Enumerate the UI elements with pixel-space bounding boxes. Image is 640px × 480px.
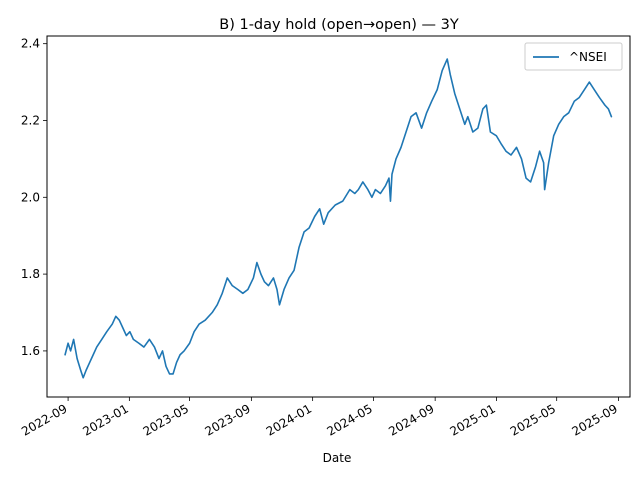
plot-frame: [46, 35, 631, 398]
x-axis-label: Date: [323, 451, 352, 465]
y-axis: 1.6 1.8 2.0 2.2 2.4: [21, 37, 47, 358]
legend-box: [524, 42, 623, 71]
y-tick-label-0: 1.6: [21, 344, 40, 358]
y-tick-label-1: 1.8: [21, 267, 40, 281]
legend: ^NSEI: [524, 42, 623, 71]
chart-title: B) 1-day hold (open→open) — 3Y: [219, 17, 459, 33]
legend-label: ^NSEI: [569, 50, 607, 64]
series-line-0: [64, 58, 613, 379]
y-tick-label-3: 2.2: [21, 113, 40, 127]
y-tick-label-4: 2.4: [21, 37, 40, 51]
series-layer: [64, 58, 613, 379]
y-tick-label-2: 2.0: [21, 190, 40, 204]
